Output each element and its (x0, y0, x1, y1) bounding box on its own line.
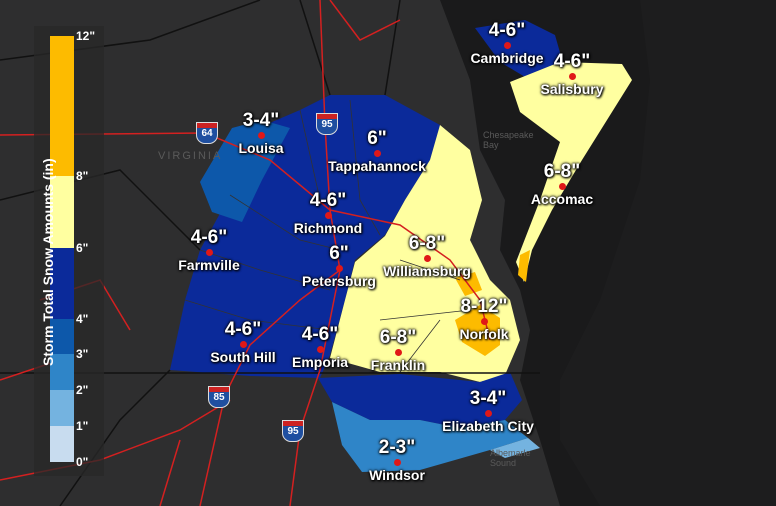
city-name-label: Elizabeth City (442, 418, 534, 434)
state-label: VIRGINIA (158, 150, 223, 162)
legend-bin-2-3 (50, 354, 74, 390)
interstate-95-shield: 95 (316, 113, 338, 135)
city-name-label: Franklin (370, 357, 426, 373)
city-name-label: Richmond (293, 220, 363, 236)
city-dot-icon (258, 132, 265, 139)
legend: 12" 8" 6" 4" 3" 2" 1" 0" Storm Total Sno… (34, 26, 104, 476)
legend-tick: 4" (76, 312, 89, 326)
region-3-4-louisa (200, 120, 290, 222)
city-dot-icon (559, 183, 566, 190)
city-dot-icon (240, 341, 247, 348)
city-dot-icon (317, 346, 324, 353)
interstate-95-shield-south: 95 (282, 420, 304, 442)
city-name-label: Louisa (238, 140, 284, 156)
region-6-8-eastern-shore (510, 62, 632, 282)
snow-amount-label: 3-4" (242, 110, 280, 131)
city-name-label: Farmville (178, 257, 240, 273)
interstate-85-shield: 85 (208, 386, 230, 408)
city-dot-icon (395, 349, 402, 356)
legend-bin-3-4 (50, 319, 74, 354)
city-dot-icon (424, 255, 431, 262)
city-name-label: Cambridge (470, 50, 544, 66)
city-name-label: Windsor (369, 467, 425, 483)
snow-amount-label: 6-8" (408, 233, 446, 254)
snow-amount-label: 3-4" (469, 388, 507, 409)
snow-amount-label: 2-3" (378, 437, 416, 458)
snow-amount-label: 4-6" (553, 51, 591, 72)
snow-amount-label: 4-6" (488, 20, 526, 41)
snow-amount-label: 6" (367, 128, 387, 149)
snow-amount-label: 6-8" (543, 161, 581, 182)
region-4-6-main (170, 95, 440, 378)
county-lines (184, 99, 471, 373)
legend-tick: 6" (76, 241, 89, 255)
city-name-label: Accomac (530, 191, 594, 207)
city-dot-icon (394, 459, 401, 466)
city-dot-icon (206, 249, 213, 256)
city-dot-icon (374, 150, 381, 157)
city-name-label: South Hill (210, 349, 276, 365)
snow-amount-label: 8-12" (460, 296, 508, 317)
region-8-12-shore (518, 250, 530, 282)
snow-amount-label: 4-6" (301, 324, 339, 345)
city-dot-icon (569, 73, 576, 80)
interstate-64-shield: 64 (196, 122, 218, 144)
snow-amount-label: 4-6" (309, 190, 347, 211)
city-dot-icon (485, 410, 492, 417)
legend-title: Storm Total Snow Amounts (in) (40, 158, 56, 366)
city-name-label: Salisbury (540, 81, 604, 97)
sound-label: Albemarle Sound (490, 448, 531, 468)
legend-tick: 0" (76, 455, 89, 469)
region-8-12-norfolk (455, 305, 500, 356)
legend-tick: 8" (76, 169, 89, 183)
legend-bin-1-2 (50, 390, 74, 426)
city-dot-icon (504, 42, 511, 49)
legend-bin-8-12 (50, 36, 74, 176)
city-dot-icon (325, 212, 332, 219)
city-name-label: Tappahannock (328, 158, 426, 174)
city-dot-icon (481, 318, 488, 325)
region-4-6-nc (318, 372, 522, 428)
legend-bin-0-1 (50, 426, 74, 462)
city-dot-icon (336, 265, 343, 272)
legend-bin-4-6 (50, 248, 74, 319)
city-name-label: Norfolk (459, 326, 509, 342)
city-name-label: Emporia (291, 354, 349, 370)
bay-label: Chesapeake Bay (483, 130, 534, 150)
region-1-2-nc (490, 438, 540, 458)
snow-amount-label: 4-6" (224, 319, 262, 340)
snow-amount-label: 6" (329, 243, 349, 264)
snow-amount-label: 4-6" (190, 227, 228, 248)
legend-tick: 1" (76, 419, 89, 433)
region-2-3-nc (332, 402, 528, 472)
land-mass-ocean (560, 0, 776, 506)
legend-tick: 3" (76, 347, 89, 361)
legend-tick: 12" (76, 29, 96, 43)
city-name-label: Petersburg (302, 273, 376, 289)
snow-amount-label: 6-8" (379, 327, 417, 348)
legend-tick: 2" (76, 383, 89, 397)
city-name-label: Williamsburg (383, 263, 471, 279)
legend-bin-6-8 (50, 176, 74, 248)
